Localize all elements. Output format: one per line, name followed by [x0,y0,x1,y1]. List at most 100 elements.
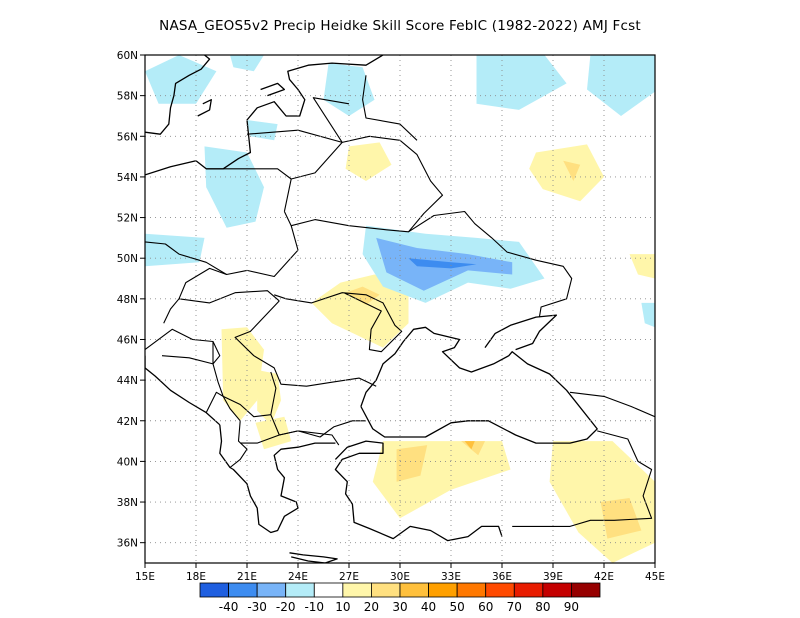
baltic-coast [145,55,384,176]
colorbar-swatch [228,582,258,598]
map-title: NASA_GEOS5v2 Precip Heidke Skill Score F… [159,18,641,34]
colorbar-swatch [256,582,287,598]
russia-west-border [362,75,418,141]
colorbar-swatch [571,582,601,598]
caspian-coastline [684,360,713,435]
colorbar-label: 90 [564,600,579,614]
colorbar-swatch [285,582,315,598]
latvia-lithuania-border [246,97,350,143]
lat-tick-label: 36N [117,538,138,550]
lat-tick-label: 44N [117,375,138,387]
saaremaa-island [260,82,286,97]
colorbar-label: 20 [364,600,379,614]
skill-region-2 [221,327,264,421]
lon-tick-label: 24E [288,571,308,583]
serbia-border [212,341,271,418]
skill-region-21 [230,55,264,72]
croatia-bosnia-border [145,328,214,365]
lat-tick-label: 52N [117,213,138,225]
lat-tick-label: 40N [117,456,138,468]
skill-region-14 [629,254,655,279]
skill-region-4 [255,416,292,450]
lon-tick-label: 15E [135,571,155,583]
colorbar-label: -20 [276,600,296,614]
azov-sea-coastline [484,314,558,351]
lon-tick-label: 45E [645,571,665,583]
lon-tick-label: 36E [492,571,512,583]
colorbar-label: 60 [478,600,493,614]
axis-ticks: 15E 18E 21E 24E 27E 30E 33E 36E 39E 42E 45E 36N 38N 4… [117,50,665,583]
colorbar-swatch [456,582,487,598]
lat-tick-label: 58N [117,91,138,103]
skill-region-23 [476,55,567,110]
hungary-border [163,290,280,324]
colorbar-label: 30 [392,600,407,614]
colorbar-swatch [542,582,572,598]
lat-tick-label: 38N [117,497,138,509]
colorbar-swatch [199,582,229,598]
colorbar-label: 70 [507,600,522,614]
ukraine-east [408,210,573,318]
colorbar-swatch [342,582,372,598]
lat-tick-label: 42N [117,416,138,428]
lon-tick-label: 18E [186,571,206,583]
slovakia-border [178,267,227,300]
lon-tick-label: 33E [441,571,461,583]
colorbar-swatch [513,582,544,598]
greece-north-border [240,430,340,446]
colorbar-label: 40 [421,600,436,614]
lat-tick-label: 50N [117,253,138,265]
skill-region-6 [529,144,604,202]
belarus-border [283,135,444,233]
lat-tick-label: 48N [117,294,138,306]
colorbar-label: -10 [304,600,324,614]
skill-score-fill-layer [145,55,655,563]
colorbar-label: 50 [450,600,465,614]
lon-tick-label: 27E [339,571,359,583]
skill-region-17 [408,258,477,269]
skill-region-26 [641,302,655,328]
lat-tick-label: 56N [117,131,138,143]
colorbar-legend: -40 -30 -20 -10 10 20 30 40 50 60 70 80 90 [199,582,601,614]
black-sea-coastline [360,326,598,444]
skill-region-5 [345,142,392,181]
skill-region-19 [247,120,278,141]
lon-tick-label: 42E [594,571,614,583]
skill-region-1 [345,286,380,305]
coastlines-and-borders [145,55,713,563]
ukraine-border [274,292,403,353]
colorbar-label: 80 [535,600,550,614]
gotland-island [197,99,212,117]
colorbar-swatch [428,582,458,598]
lat-tick-label: 60N [117,50,138,62]
sweden-coast [145,55,211,135]
graticule-gridlines [145,55,655,563]
skill-region-7 [563,160,581,181]
lon-tick-label: 39E [543,571,563,583]
colorbar-swatch [371,582,401,598]
greece-coast [219,424,336,534]
lat-tick-label: 46N [117,334,138,346]
lon-tick-label: 30E [390,571,410,583]
colorbar-label: 10 [335,600,350,614]
marmara-aegean-coast [334,440,503,542]
colorbar-label: -30 [247,600,267,614]
colorbar-swatch [399,582,429,598]
skill-region-11 [464,441,475,450]
colorbar-swatch [313,582,344,598]
poland-north [223,168,292,180]
lon-tick-label: 21E [237,571,257,583]
skill-region-9 [396,445,428,482]
skill-region-18 [204,146,264,228]
turkey-east-border [512,430,653,527]
colorbar-label: -40 [219,600,239,614]
skill-region-0 [311,274,409,348]
lat-tick-label: 54N [117,172,138,184]
georgia-caucasus-border [569,391,655,418]
colorbar-swatch [485,582,515,598]
crete-island [289,552,338,563]
skill-region-10 [461,441,485,456]
skill-region-20 [145,55,217,104]
skill-region-13 [600,498,642,539]
